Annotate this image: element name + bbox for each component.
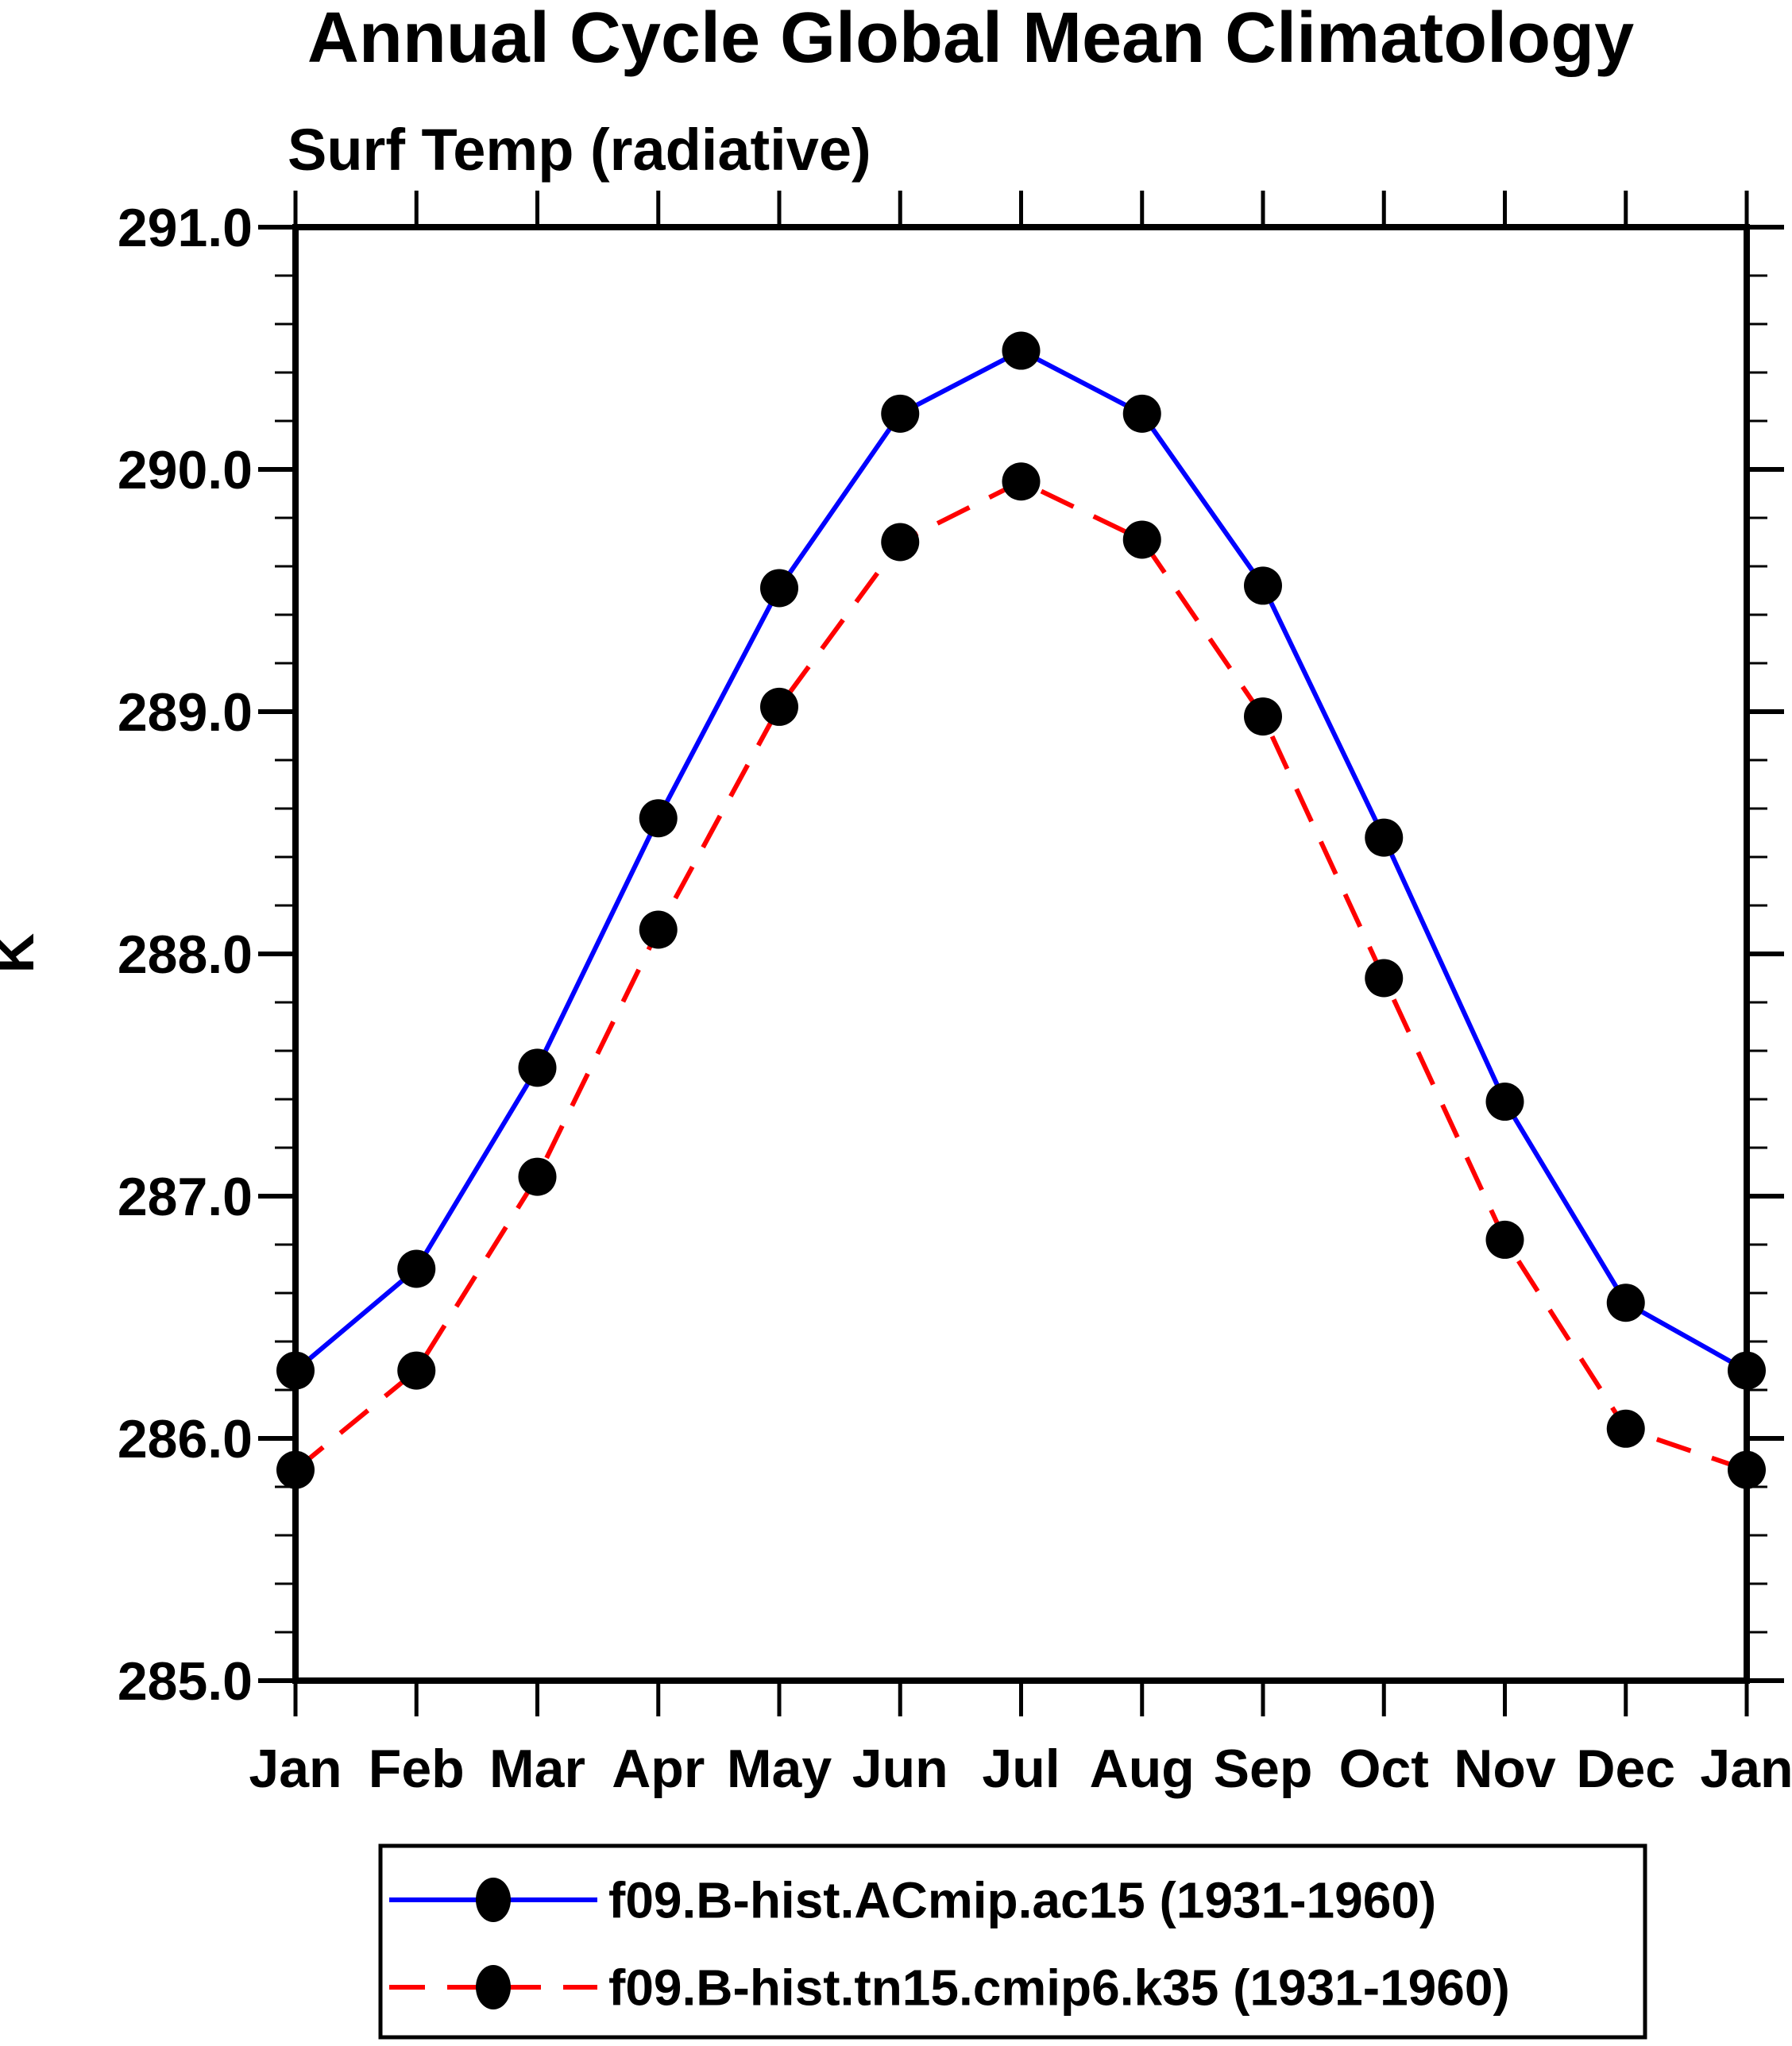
series-lines: [294, 348, 1748, 1473]
data-point-marker: [397, 1351, 436, 1390]
data-point-marker: [1485, 1220, 1524, 1259]
legend-label: f09.B-hist.ACmip.ac15 (1931-1960): [608, 1871, 1436, 1928]
data-point-marker: [1244, 566, 1282, 605]
data-point-marker: [639, 910, 678, 949]
y-tick-label: 290.0: [118, 440, 253, 500]
data-point-marker: [1365, 818, 1404, 857]
data-point-marker: [1244, 697, 1282, 736]
y-axis-label: K: [0, 933, 45, 974]
y-tick-label: 287.0: [118, 1167, 253, 1227]
legend: f09.B-hist.ACmip.ac15 (1931-1960) f09.B-h…: [378, 1843, 1647, 2040]
legend-marker: [476, 1878, 511, 1922]
series-line-0: [294, 348, 1748, 1373]
series-line-1: [294, 479, 1748, 1473]
y-tick-label: 289.0: [118, 682, 253, 743]
x-tick-label: Jan: [249, 1739, 342, 1799]
x-axis-ticks: [293, 191, 1749, 1716]
data-point-marker: [1485, 1083, 1524, 1121]
data-point-marker: [1365, 959, 1404, 998]
x-tick-label: May: [727, 1739, 832, 1799]
y-tick-label: 288.0: [118, 925, 253, 985]
x-tick-label: Apr: [612, 1739, 705, 1799]
data-point-marker: [518, 1048, 557, 1087]
data-point-marker: [1606, 1409, 1645, 1448]
y-axis-tick-labels: 285.0 286.0 287.0 288.0 289.0 290.0 291.0: [118, 198, 253, 1712]
x-tick-label: Feb: [369, 1739, 465, 1799]
data-point-marker: [1728, 1351, 1766, 1390]
x-tick-label: Jan: [1700, 1739, 1792, 1799]
x-tick-label: Jul: [982, 1739, 1060, 1799]
data-point-marker: [881, 523, 920, 562]
data-point-marker: [276, 1351, 315, 1390]
y-axis-ticks: [258, 225, 1784, 1683]
x-tick-label: Oct: [1339, 1739, 1429, 1799]
chart-title: Annual Cycle Global Mean Climatology: [307, 0, 1634, 78]
chart-subtitle: Surf Temp (radiative): [288, 117, 871, 183]
legend-box: [378, 1843, 1647, 2040]
y-tick-label: 285.0: [118, 1651, 253, 1712]
data-point-marker: [881, 394, 920, 433]
y-tick-label: 291.0: [118, 198, 253, 258]
data-point-marker: [1122, 394, 1161, 433]
legend-marker: [476, 1965, 511, 2009]
data-point-marker: [1728, 1450, 1766, 1489]
data-point-marker: [1002, 462, 1041, 501]
data-point-marker: [760, 687, 798, 726]
legend-entry-0: f09.B-hist.ACmip.ac15 (1931-1960): [389, 1871, 1436, 1928]
x-tick-label: Nov: [1454, 1739, 1556, 1799]
x-tick-label: Aug: [1090, 1739, 1195, 1799]
y-tick-label: 286.0: [118, 1409, 253, 1469]
legend-label: f09.B-hist.tn15.cmip6.k35 (1931-1960): [608, 1959, 1510, 2016]
data-point-marker: [518, 1157, 557, 1196]
data-point-marker: [1606, 1284, 1645, 1322]
x-tick-label: Mar: [489, 1739, 585, 1799]
axes-box: [292, 224, 1750, 1684]
x-axis-tick-labels: Jan Feb Mar Apr May Jun Jul Aug Sep Oct Nov Dec Jan: [249, 1739, 1792, 1799]
x-tick-label: Sep: [1214, 1739, 1313, 1799]
plot-frame: [292, 224, 1750, 1684]
data-point-marker: [639, 799, 678, 838]
data-point-marker: [1002, 331, 1041, 370]
legend-entry-1: f09.B-hist.tn15.cmip6.k35 (1931-1960): [389, 1959, 1510, 2016]
data-point-marker: [760, 569, 798, 608]
x-tick-label: Jun: [852, 1739, 948, 1799]
legend-entries: f09.B-hist.ACmip.ac15 (1931-1960) f09.B-h…: [389, 1871, 1510, 2016]
data-point-marker: [397, 1249, 436, 1288]
x-tick-label: Dec: [1576, 1739, 1675, 1799]
data-point-marker: [1122, 520, 1161, 559]
series-markers: [276, 331, 1766, 1489]
data-point-marker: [276, 1450, 315, 1489]
